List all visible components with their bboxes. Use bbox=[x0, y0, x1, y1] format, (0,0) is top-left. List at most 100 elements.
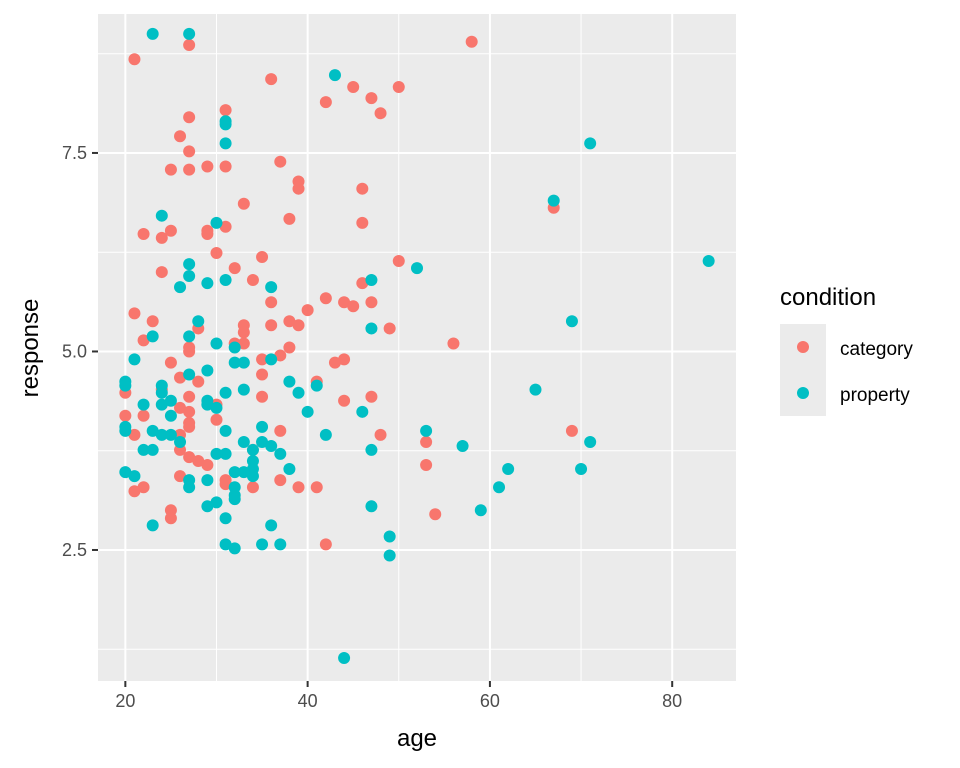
point-category bbox=[183, 451, 196, 464]
point-category bbox=[465, 35, 478, 48]
point-category bbox=[365, 296, 378, 309]
point-category bbox=[265, 296, 278, 309]
point-category bbox=[338, 296, 351, 309]
point-category bbox=[374, 428, 387, 441]
point-property bbox=[702, 254, 715, 267]
point-property bbox=[219, 424, 232, 437]
point-property bbox=[338, 651, 351, 664]
y-axis: 2.5 5.0 7.5 bbox=[62, 143, 98, 560]
point-category bbox=[228, 262, 241, 275]
point-property bbox=[584, 137, 597, 150]
legend-title: condition bbox=[780, 284, 876, 311]
point-property bbox=[274, 447, 287, 460]
point-category bbox=[392, 81, 405, 94]
point-category bbox=[237, 337, 250, 350]
point-category bbox=[420, 459, 433, 472]
point-property bbox=[210, 337, 223, 350]
minor-grid bbox=[98, 14, 736, 681]
point-property bbox=[319, 428, 332, 441]
point-property bbox=[183, 330, 196, 343]
y-axis-title: response bbox=[17, 299, 44, 398]
point-property bbox=[137, 443, 150, 456]
legend-key-category bbox=[797, 341, 809, 353]
point-category bbox=[274, 349, 287, 362]
point-category bbox=[328, 356, 341, 369]
point-property bbox=[219, 137, 232, 150]
point-property bbox=[265, 281, 278, 294]
point-property bbox=[420, 424, 433, 437]
point-category bbox=[338, 353, 351, 366]
point-property bbox=[283, 375, 296, 388]
point-category bbox=[292, 182, 305, 195]
point-property bbox=[493, 481, 506, 494]
point-category bbox=[183, 345, 196, 358]
point-property bbox=[383, 549, 396, 562]
point-category bbox=[155, 231, 168, 244]
point-property bbox=[146, 424, 159, 437]
point-category bbox=[319, 538, 332, 551]
point-category bbox=[174, 371, 187, 384]
point-property bbox=[228, 466, 241, 479]
point-property bbox=[256, 420, 269, 433]
point-property bbox=[183, 270, 196, 283]
point-category bbox=[338, 394, 351, 407]
point-property bbox=[584, 435, 597, 448]
data-points bbox=[119, 27, 715, 664]
point-property bbox=[265, 353, 278, 366]
point-category bbox=[274, 474, 287, 487]
point-category bbox=[283, 212, 296, 225]
point-category bbox=[256, 390, 269, 403]
point-category bbox=[265, 319, 278, 332]
point-category bbox=[183, 420, 196, 433]
point-category bbox=[137, 227, 150, 240]
legend-label-property: property bbox=[840, 385, 910, 406]
point-property bbox=[575, 462, 588, 475]
point-category bbox=[283, 315, 296, 328]
point-property bbox=[183, 368, 196, 381]
point-category bbox=[164, 163, 177, 176]
point-category bbox=[274, 424, 287, 437]
point-category bbox=[174, 401, 187, 414]
point-property bbox=[201, 364, 214, 377]
legend-key-property bbox=[797, 387, 809, 399]
point-property bbox=[164, 409, 177, 422]
point-category bbox=[447, 337, 460, 350]
point-property bbox=[210, 216, 223, 229]
point-property bbox=[265, 439, 278, 452]
point-property bbox=[365, 500, 378, 513]
point-property bbox=[256, 538, 269, 551]
x-axis-title: age bbox=[397, 725, 437, 752]
point-category bbox=[119, 409, 132, 422]
x-tick-label: 80 bbox=[662, 691, 682, 711]
point-category bbox=[256, 250, 269, 263]
point-category bbox=[319, 292, 332, 305]
point-property bbox=[201, 277, 214, 290]
point-property bbox=[502, 462, 515, 475]
point-category bbox=[210, 247, 223, 260]
point-category bbox=[356, 277, 369, 290]
x-axis: 20 40 60 80 bbox=[115, 681, 682, 711]
point-property bbox=[201, 398, 214, 411]
point-category bbox=[201, 227, 214, 240]
point-category bbox=[265, 73, 278, 86]
point-property bbox=[128, 353, 141, 366]
point-property bbox=[119, 466, 132, 479]
point-property bbox=[383, 530, 396, 543]
point-category bbox=[301, 304, 314, 317]
point-property bbox=[174, 435, 187, 448]
point-property bbox=[183, 27, 196, 40]
point-category bbox=[256, 353, 269, 366]
point-property bbox=[164, 428, 177, 441]
point-category bbox=[219, 478, 232, 491]
point-property bbox=[237, 383, 250, 396]
point-category bbox=[137, 409, 150, 422]
point-category bbox=[310, 481, 323, 494]
point-property bbox=[174, 281, 187, 294]
point-property bbox=[146, 27, 159, 40]
point-category bbox=[183, 38, 196, 51]
point-category bbox=[183, 405, 196, 418]
point-category bbox=[174, 470, 187, 483]
point-property bbox=[565, 315, 578, 328]
point-property bbox=[210, 496, 223, 509]
point-category bbox=[246, 274, 259, 287]
